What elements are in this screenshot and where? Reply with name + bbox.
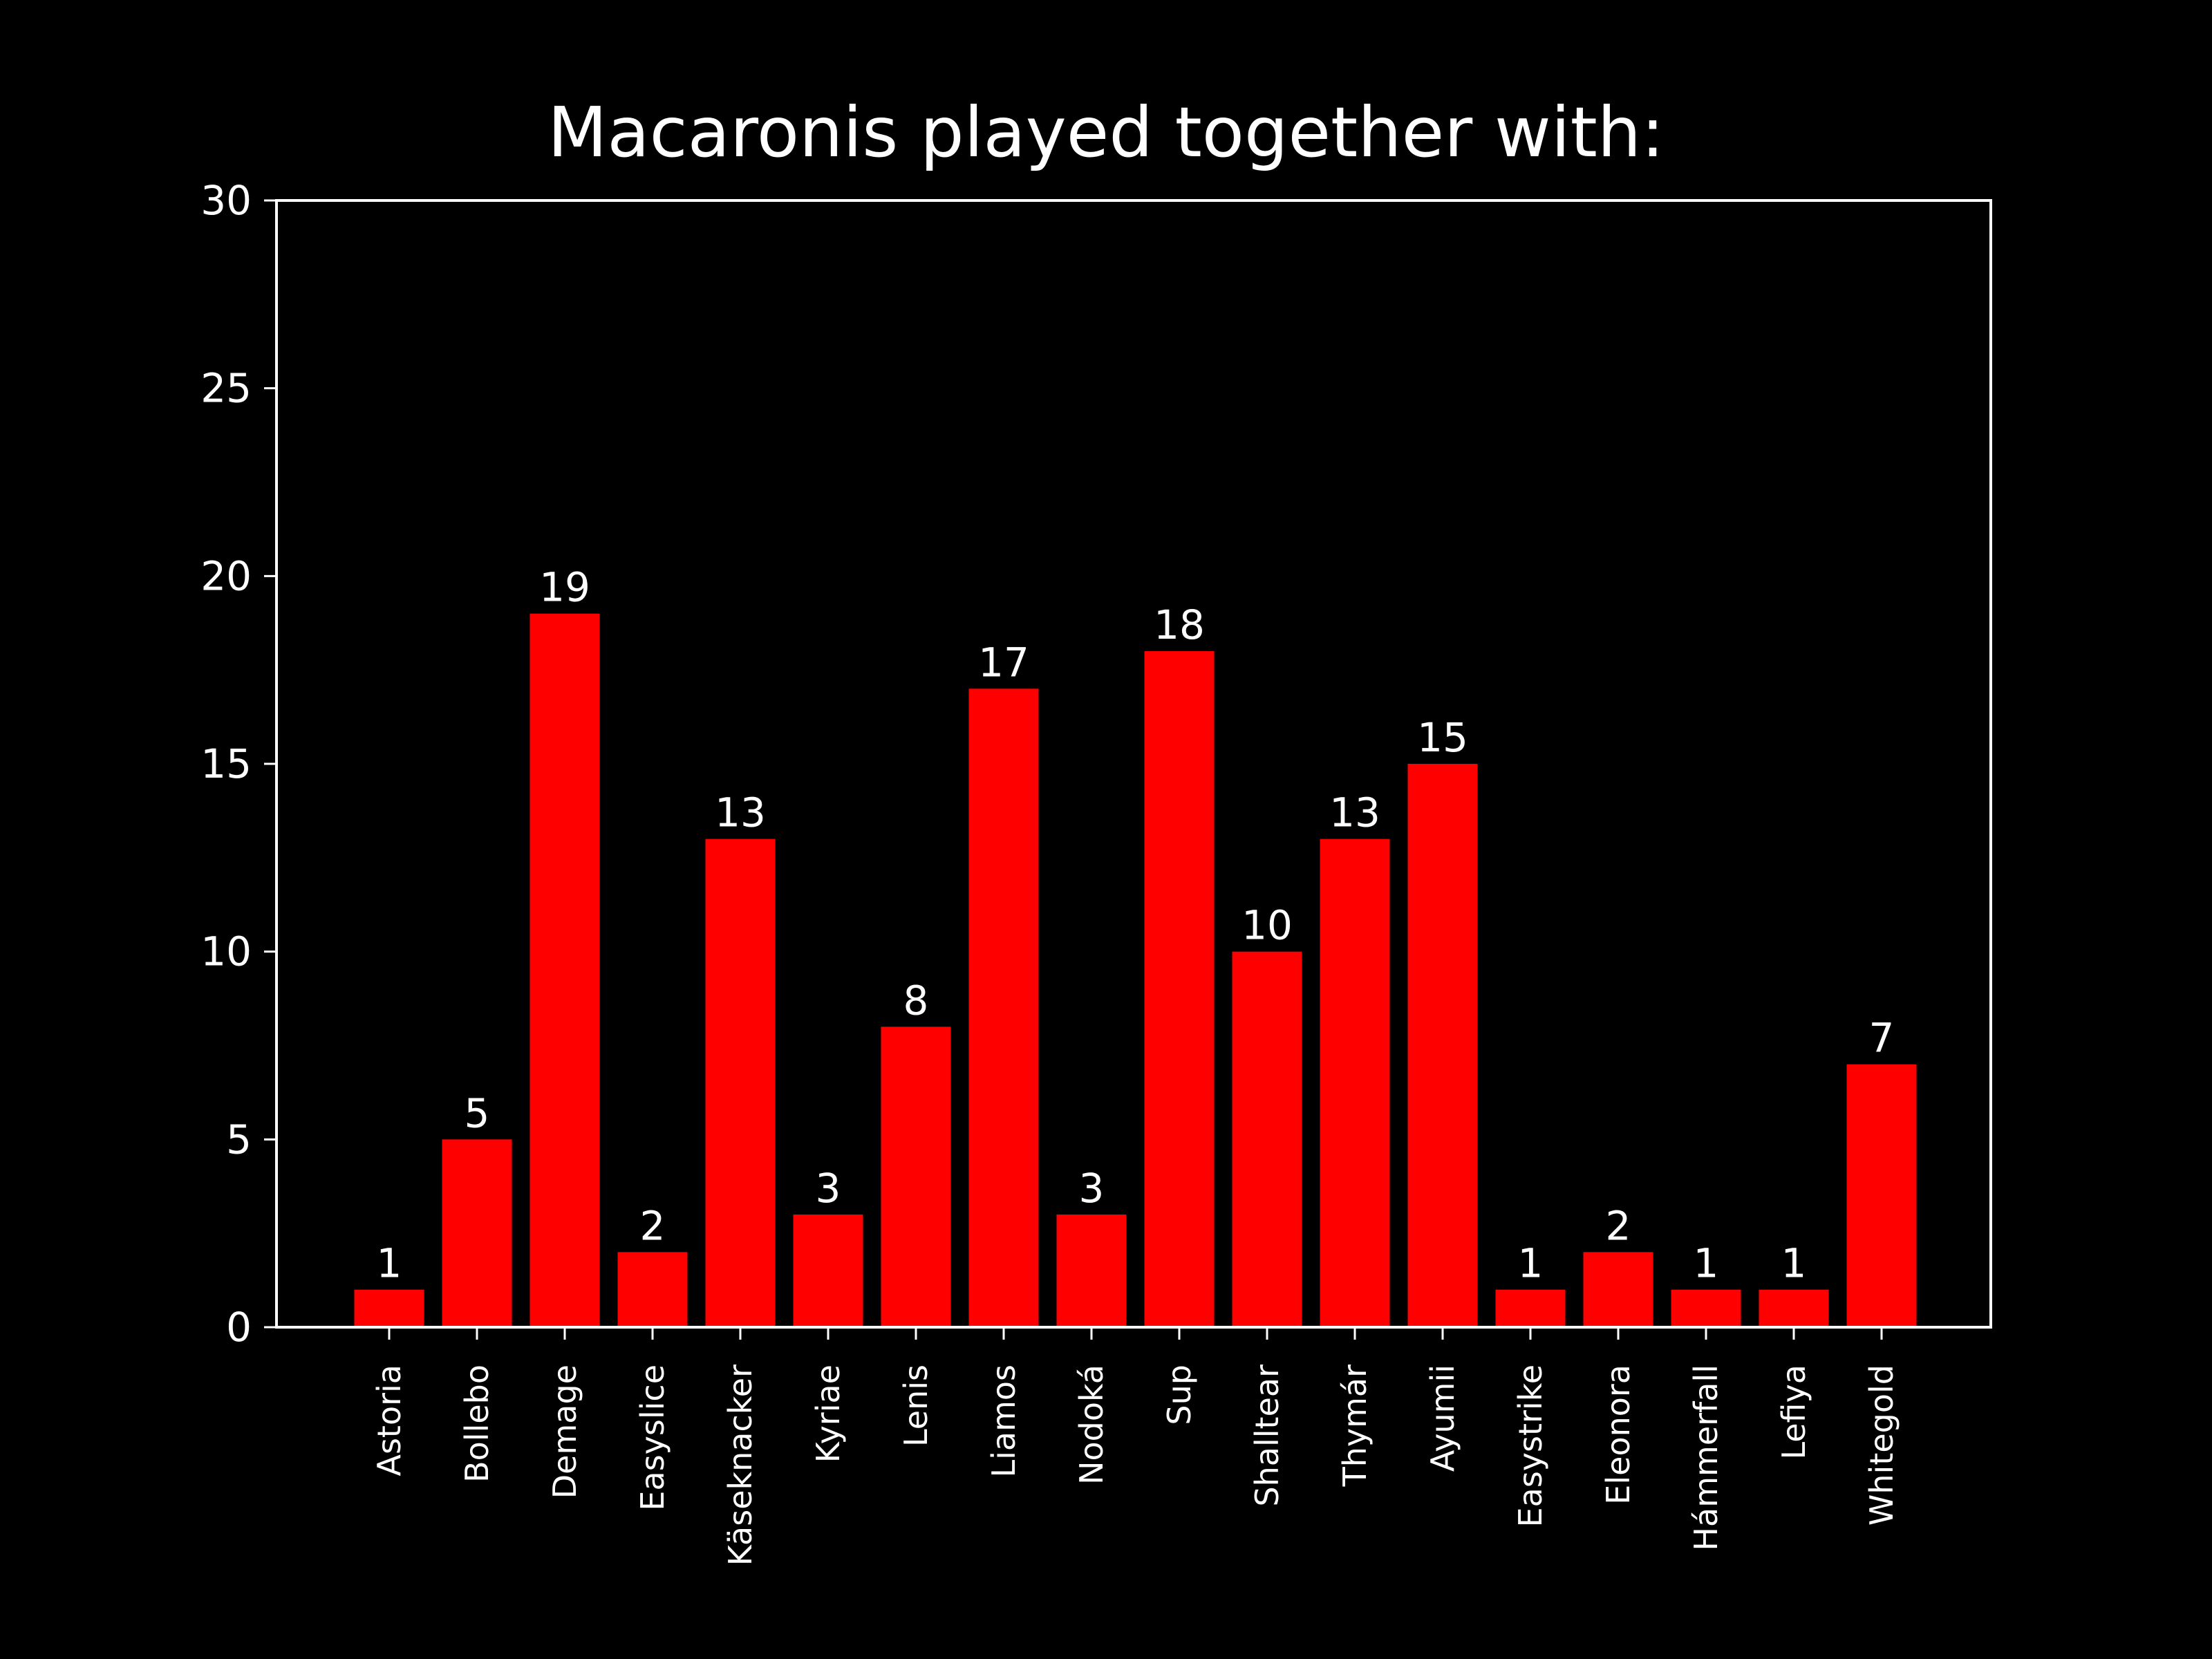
bar [617, 1252, 688, 1327]
plot-area: 1Astoria5Bollebo19Demage2Easyslice13Käse… [200, 177, 1992, 1566]
bar [529, 613, 600, 1327]
bar-value-label: 17 [978, 639, 1029, 686]
bar [881, 1027, 951, 1327]
x-tick-label: Sup [1161, 1365, 1198, 1425]
bar-value-label: 10 [1241, 902, 1293, 949]
y-tick-label: 0 [226, 1304, 252, 1351]
bar-value-label: 7 [1869, 1015, 1895, 1062]
bar [705, 838, 776, 1327]
x-tick-label: Liamos [985, 1365, 1022, 1478]
y-tick-label: 15 [200, 740, 252, 787]
x-tick-label: Thymár [1336, 1365, 1374, 1487]
bar [1407, 764, 1478, 1327]
bar [354, 1289, 424, 1327]
x-tick-label: Kyriae [809, 1365, 847, 1463]
chart-title: Macaronis played together with: [547, 92, 1665, 173]
x-tick-label: Astoria [371, 1365, 408, 1477]
bar [1144, 651, 1215, 1327]
bar-value-label: 13 [1329, 789, 1380, 836]
x-tick-label: Easyslice [634, 1365, 671, 1511]
bar [968, 688, 1039, 1327]
x-tick-label: Hámmerfall [1687, 1365, 1725, 1551]
bar [1671, 1289, 1741, 1327]
bar [442, 1139, 512, 1327]
bar [1583, 1252, 1653, 1327]
axes-frame [275, 199, 1992, 1329]
x-tick-label: Ayumii [1424, 1365, 1461, 1472]
bar [1495, 1289, 1566, 1327]
y-tick-label: 5 [226, 1116, 252, 1163]
bar [1846, 1064, 1917, 1327]
bar-value-label: 1 [1781, 1240, 1807, 1287]
x-tick-label: Whitegold [1863, 1365, 1900, 1526]
bar [793, 1215, 863, 1327]
x-tick-label: Nodoká [1073, 1365, 1110, 1485]
bar-value-label: 19 [539, 564, 590, 611]
bar [1759, 1289, 1829, 1327]
bar-value-label: 5 [465, 1089, 490, 1136]
bar-value-label: 18 [1154, 601, 1205, 648]
x-tick-label: Käseknacker [722, 1365, 759, 1566]
bar [1232, 951, 1302, 1327]
bar-value-label: 15 [1417, 714, 1468, 761]
bar-value-label: 1 [1518, 1240, 1544, 1287]
x-tick-label: Lefiya [1775, 1365, 1812, 1460]
bar-value-label: 3 [1079, 1165, 1105, 1212]
bar-value-label: 13 [715, 789, 766, 836]
bar-value-label: 8 [903, 977, 929, 1024]
x-tick-label: Demage [546, 1365, 583, 1499]
x-tick-label: Lenis [897, 1365, 935, 1447]
y-tick-label: 25 [200, 365, 252, 412]
bar-value-label: 3 [816, 1165, 841, 1212]
bar-value-label: 1 [1694, 1240, 1719, 1287]
y-tick-label: 10 [200, 928, 252, 975]
x-tick-label: Eleonora [1600, 1365, 1637, 1505]
bar-value-label: 1 [377, 1240, 402, 1287]
bar-value-label: 2 [640, 1202, 666, 1249]
bar [1056, 1215, 1127, 1327]
x-tick-label: Bollebo [458, 1365, 496, 1483]
x-tick-label: Shalltear [1248, 1365, 1286, 1507]
x-tick-label: Easystrike [1512, 1365, 1549, 1527]
y-tick-label: 30 [200, 177, 252, 224]
y-tick-label: 20 [200, 552, 252, 599]
bar [1320, 838, 1390, 1327]
bar-value-label: 2 [1606, 1202, 1631, 1249]
